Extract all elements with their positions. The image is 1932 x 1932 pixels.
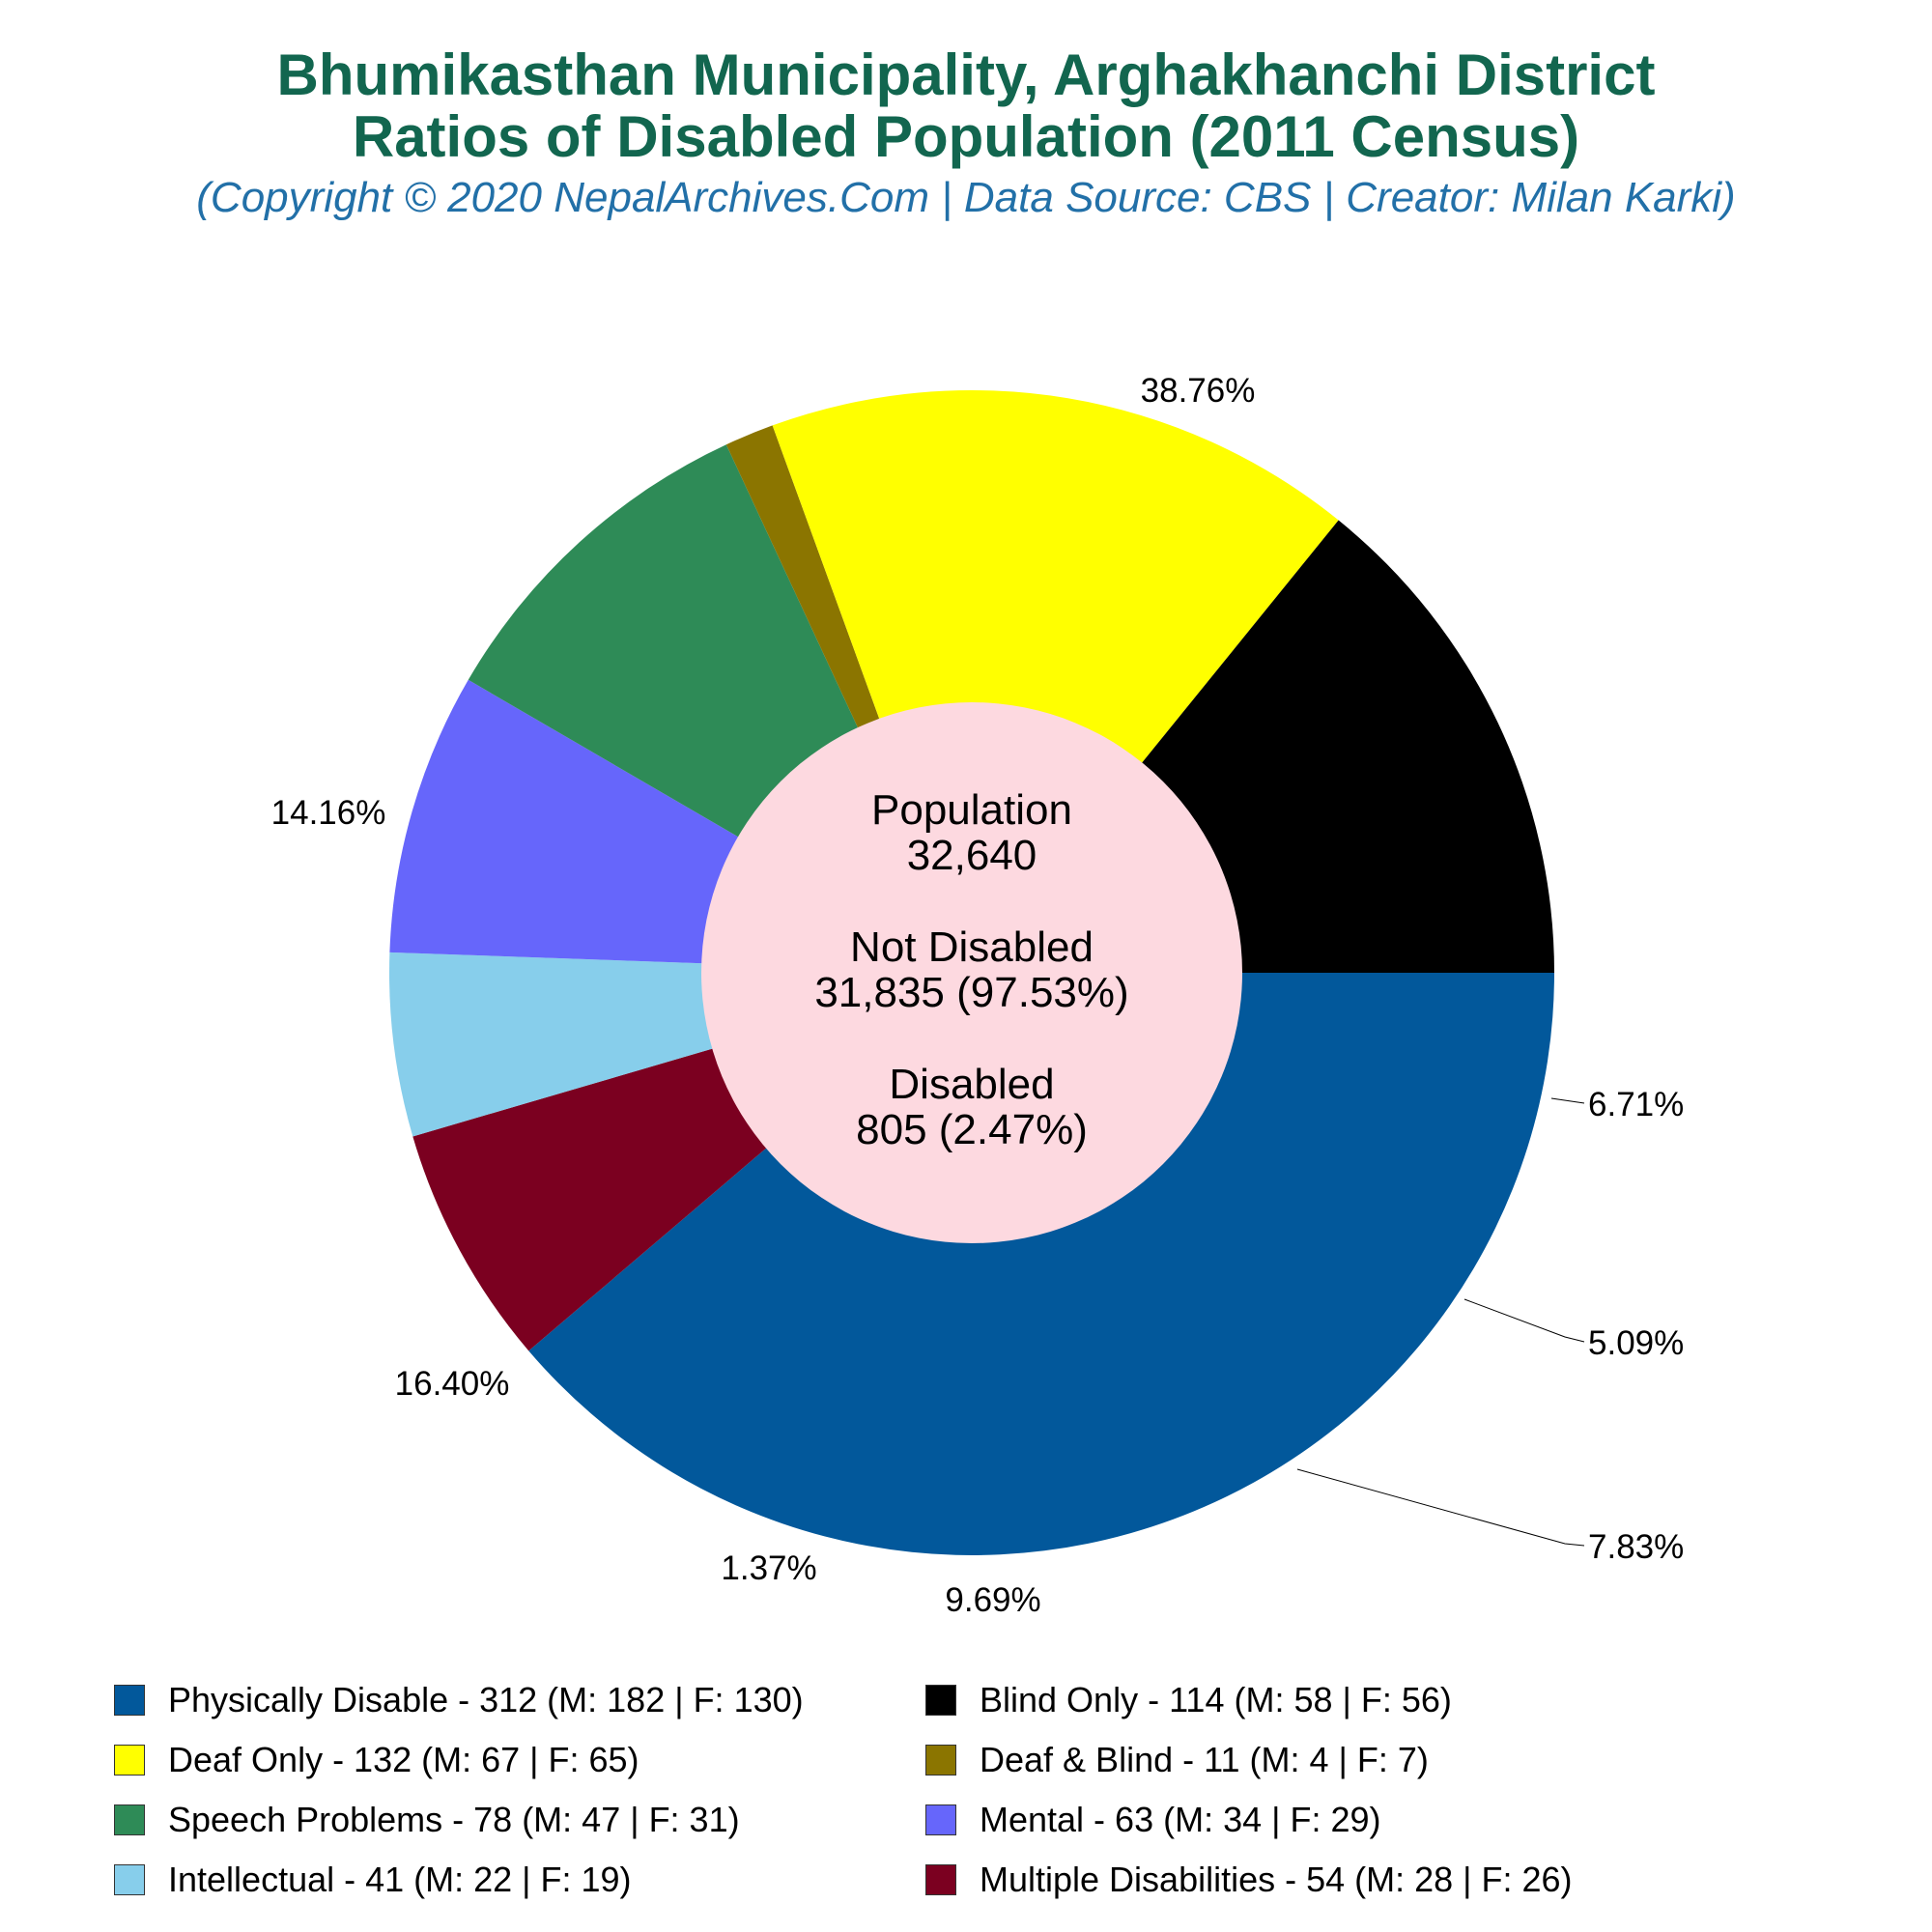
legend-item: Blind Only - 114 (M: 58 | F: 56) (925, 1671, 1452, 1729)
slice-percent-label: 7.83% (1588, 1528, 1684, 1566)
slice-percent-label: 1.37% (721, 1549, 816, 1587)
legend-item: Deaf & Blind - 11 (M: 4 | F: 7) (925, 1731, 1429, 1789)
pie-slice (772, 389, 1339, 974)
disabled-label: Disabled (889, 1061, 1054, 1108)
slice-percent-label: 9.69% (945, 1581, 1040, 1619)
legend-item: Deaf Only - 132 (M: 67 | F: 65) (114, 1731, 639, 1789)
legend-item: Physically Disable - 312 (M: 182 | F: 13… (114, 1671, 804, 1729)
chart-title-line-2: Ratios of Disabled Population (2011 Cens… (352, 104, 1580, 169)
leader-line (1463, 1298, 1585, 1343)
not-disabled-label: Not Disabled (850, 923, 1094, 971)
center-summary: Population 32,640 Not Disabled 31,835 (9… (814, 786, 1128, 1153)
slice-percent-label: 38.76% (1141, 372, 1256, 410)
legend-item: Intellectual - 41 (M: 22 | F: 19) (114, 1851, 632, 1909)
legend-label: Physically Disable - 312 (M: 182 | F: 13… (168, 1680, 804, 1719)
legend-swatch (114, 1745, 145, 1776)
slice-percent-label: 5.09% (1588, 1324, 1684, 1362)
legend-label: Speech Problems - 78 (M: 47 | F: 31) (168, 1800, 740, 1839)
slice-percent-label: 6.71% (1588, 1086, 1684, 1123)
legend-swatch (925, 1864, 956, 1895)
percent-labels: 38.76% 6.71% 5.09% 7.83% 9.69% 1.37% 16.40% 14.… (271, 372, 1685, 1619)
legend-label: Deaf & Blind - 11 (M: 4 | F: 7) (980, 1740, 1429, 1779)
legend-swatch (114, 1864, 145, 1895)
chart-title-line-1: Bhumikasthan Municipality, Arghakhanchi … (276, 43, 1656, 107)
legend-item: Speech Problems - 78 (M: 47 | F: 31) (114, 1791, 740, 1849)
leader-line (1550, 1097, 1585, 1104)
legend-label: Deaf Only - 132 (M: 67 | F: 65) (168, 1740, 639, 1779)
population-label: Population (871, 786, 1072, 834)
leader-lines (1296, 1097, 1585, 1547)
disabled-value: 805 (2.47%) (856, 1106, 1088, 1153)
legend-item: Multiple Disabilities - 54 (M: 28 | F: 2… (925, 1851, 1573, 1909)
legend-swatch (925, 1804, 956, 1835)
population-value: 32,640 (907, 832, 1037, 879)
legend-swatch (114, 1804, 145, 1835)
slice-percent-label: 16.40% (395, 1365, 510, 1403)
legend-label: Intellectual - 41 (M: 22 | F: 19) (168, 1860, 632, 1899)
slice-percent-label: 14.16% (271, 794, 386, 832)
leader-line (1296, 1468, 1585, 1547)
legend-label: Blind Only - 114 (M: 58 | F: 56) (980, 1680, 1452, 1719)
not-disabled-value: 31,835 (97.53%) (814, 969, 1128, 1016)
legend-label: Multiple Disabilities - 54 (M: 28 | F: 2… (980, 1860, 1573, 1899)
pie-slice (528, 973, 1554, 1556)
legend-swatch (925, 1745, 956, 1776)
chart-subtitle: (Copyright © 2020 NepalArchives.Com | Da… (196, 174, 1736, 221)
legend-swatch (925, 1685, 956, 1716)
center-circle (701, 702, 1242, 1243)
legend-label: Mental - 63 (M: 34 | F: 29) (980, 1800, 1381, 1839)
legend-swatch (114, 1685, 145, 1716)
legend-item: Mental - 63 (M: 34 | F: 29) (925, 1791, 1381, 1849)
